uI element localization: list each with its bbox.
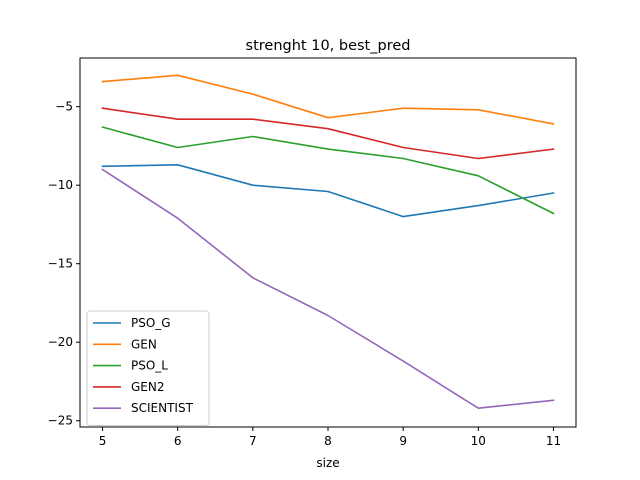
x-tick-label: 5 — [99, 434, 107, 448]
y-tick-label: −15 — [48, 257, 73, 271]
x-axis-label: size — [316, 456, 339, 470]
y-tick-label: −10 — [48, 178, 73, 192]
x-tick-label: 6 — [174, 434, 182, 448]
legend-label-scientist: SCIENTIST — [131, 401, 194, 415]
x-tick-label: 7 — [249, 434, 257, 448]
series-line-scientist — [101, 168, 555, 410]
x-tick-label: 8 — [324, 434, 332, 448]
x-tick-label: 9 — [399, 434, 407, 448]
y-axis: −5 −10 −15 −20 −25 — [48, 100, 80, 428]
legend: PSO_G GEN PSO_L GEN2 SCIENTIST — [86, 310, 210, 426]
x-axis: 5 6 7 8 9 10 11 — [99, 427, 561, 448]
legend-box — [86, 310, 210, 426]
series-line-pso_g — [101, 164, 555, 218]
legend-label-gen2: GEN2 — [131, 380, 165, 394]
x-tick-label: 10 — [471, 434, 486, 448]
y-tick-label: −5 — [55, 100, 73, 114]
y-tick-label: −20 — [48, 335, 73, 349]
legend-label-gen: GEN — [131, 337, 157, 351]
series-line-pso_l — [101, 126, 555, 215]
legend-label-pso_g: PSO_G — [131, 316, 171, 330]
series-line-gen — [101, 74, 555, 125]
chart-title: strenght 10, best_pred — [246, 38, 411, 54]
y-tick-label: −25 — [48, 414, 73, 428]
legend-label-pso_l: PSO_L — [131, 359, 168, 373]
series-line-gen2 — [101, 107, 555, 160]
x-tick-label: 11 — [546, 434, 561, 448]
